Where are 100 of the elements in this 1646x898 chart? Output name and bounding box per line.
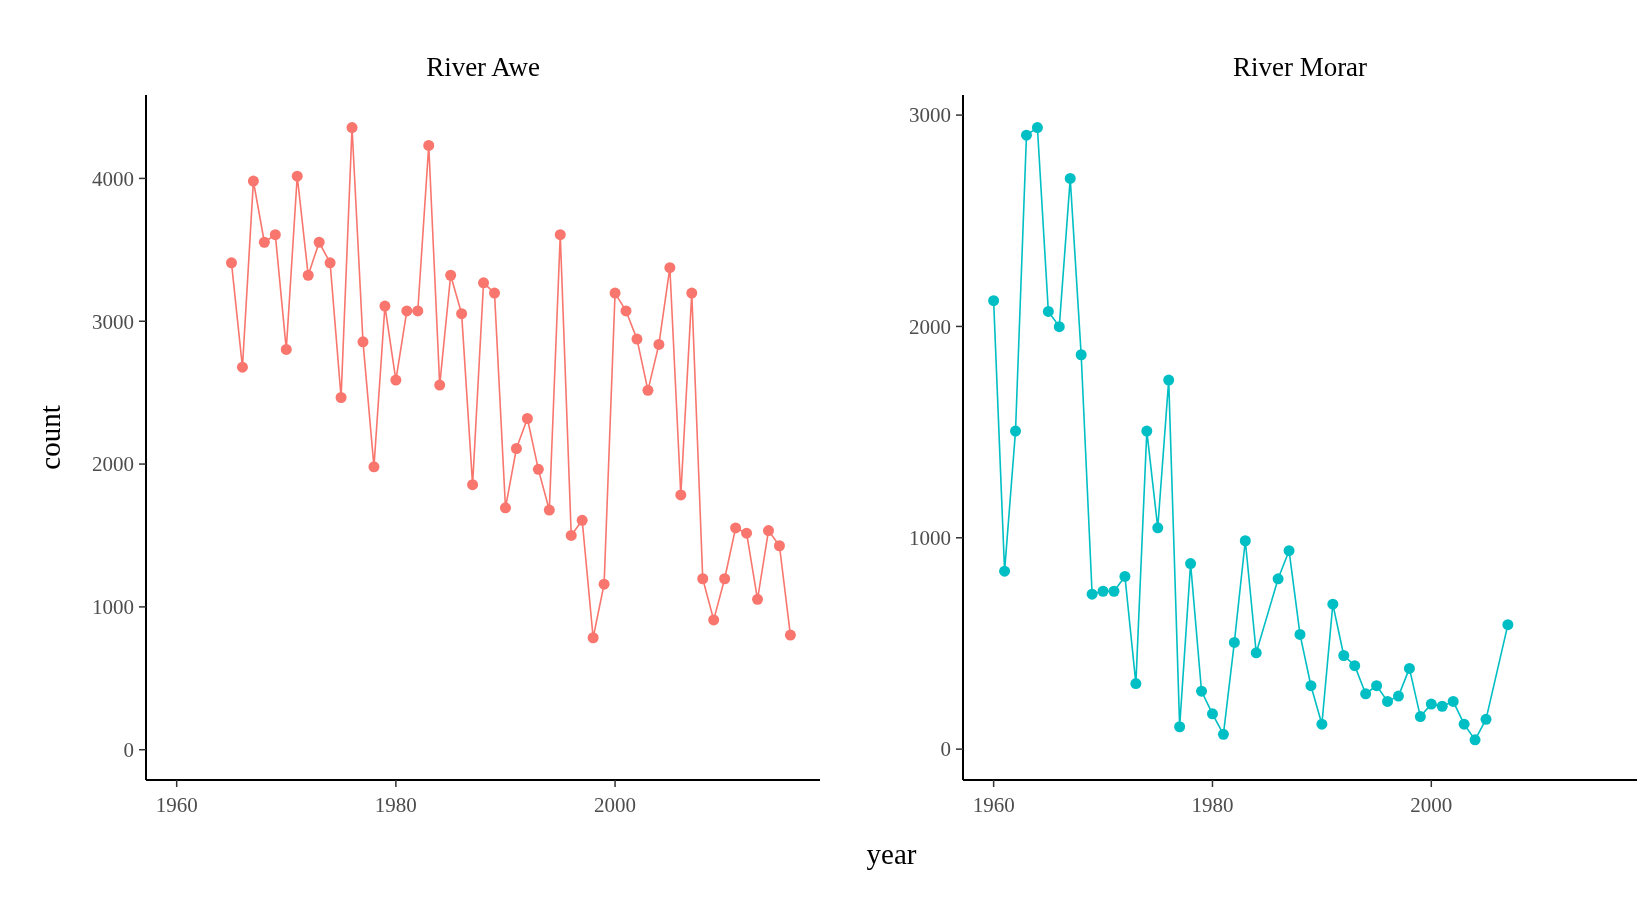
point [291,170,303,182]
x-tick-label: 2000 [594,793,637,817]
point [1480,713,1492,725]
point [773,540,785,552]
point [357,336,369,348]
point [1294,628,1306,640]
point [719,573,731,585]
point [1469,734,1481,746]
point [1360,688,1372,700]
point [730,522,742,534]
point [1174,721,1186,733]
point [1392,690,1404,702]
y-tick-label: 4000 [92,166,134,191]
point [346,122,358,134]
point [1206,708,1218,720]
point [1217,728,1229,740]
point [269,229,281,241]
point [510,443,522,454]
point [258,236,270,248]
point [1250,647,1262,659]
point [1414,711,1426,723]
point [1010,425,1022,437]
x-tick-label: 2000 [1410,793,1453,817]
point [412,305,424,317]
point [675,489,687,501]
y-tick-label: 2000 [92,452,134,477]
point [1020,129,1032,141]
x-tick-label: 1980 [1191,793,1234,817]
point [1042,305,1054,317]
point [1163,374,1175,386]
point [1371,680,1383,692]
point [1152,522,1164,534]
point [1447,695,1459,707]
point [697,573,709,585]
point [587,632,599,644]
point [225,257,237,269]
point [467,479,479,491]
point [565,529,577,541]
point [708,614,720,626]
chart-title: River Morar [1232,52,1368,82]
point [1283,545,1295,557]
point [1130,678,1142,690]
point [1108,585,1120,597]
point [313,236,325,248]
point [236,361,248,373]
point [1425,698,1437,710]
point [1031,122,1043,134]
point [1338,650,1350,662]
point [368,461,380,473]
y-tick-label: 3000 [92,309,134,334]
point [456,308,468,320]
point [324,257,336,269]
point [1086,588,1098,600]
x-tick-label: 1960 [155,793,198,817]
point [653,338,665,350]
point [1272,573,1284,585]
point [1502,619,1514,631]
point [1327,598,1339,610]
point [1185,558,1197,570]
point [631,333,643,345]
point [1196,685,1208,697]
point [390,374,402,386]
point [1382,695,1394,707]
point [1403,662,1415,674]
y-tick-label: 3000 [909,103,951,128]
point [532,463,544,475]
point [1436,700,1448,712]
x-tick-label: 1960 [972,793,1015,817]
point [1228,636,1240,648]
y-tick-label: 1000 [92,595,134,620]
point [609,287,621,299]
point [1239,535,1251,547]
point [741,527,753,539]
point [1458,718,1470,730]
point [401,305,413,317]
point [1075,349,1087,361]
point [554,229,566,241]
point [280,343,292,355]
point [1119,570,1131,582]
point [247,175,259,187]
point [642,384,654,396]
chart-title: River Awe [426,52,540,82]
point [423,139,435,151]
point [335,392,347,404]
point [521,413,533,424]
point [489,287,501,299]
point [1305,680,1317,692]
point [434,379,446,391]
y-tick-label: 0 [123,738,134,763]
point [762,525,774,537]
point [1141,425,1153,437]
point [598,578,610,590]
y-tick-label: 0 [940,737,951,762]
point [784,629,796,641]
point [379,300,391,312]
point [1316,718,1328,730]
point [664,262,676,274]
point [499,502,511,514]
point [1349,660,1361,672]
point [1053,321,1065,333]
